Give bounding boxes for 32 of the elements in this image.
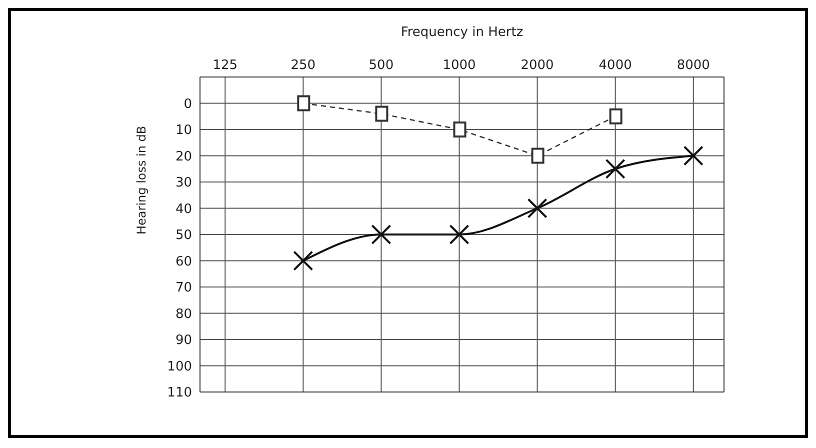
y-tick-label: 90: [175, 333, 192, 348]
point: [605, 158, 626, 179]
y-tick-label: 70: [175, 280, 192, 296]
x-tick-label: 125: [212, 58, 238, 73]
point: [531, 148, 544, 164]
point: [449, 224, 470, 244]
point: [527, 198, 548, 218]
point: [375, 106, 388, 122]
x-tick-label: 1000: [442, 58, 476, 73]
y-tick-label: 0: [184, 96, 192, 112]
x-tick-label: 4000: [598, 58, 632, 73]
y-tick-label: 110: [167, 386, 192, 401]
y-tick-label: 80: [175, 306, 192, 322]
x-tick-label: 8000: [676, 58, 710, 73]
x-tick-label: 2000: [520, 58, 554, 73]
x-tick-label: 500: [368, 58, 394, 73]
y-tick-label: 20: [175, 149, 192, 164]
y-tick-label: 30: [175, 176, 192, 191]
y-tick-label: 50: [175, 228, 192, 244]
y-tick-label: 40: [175, 202, 192, 217]
point: [609, 108, 622, 124]
y-tick-label: 60: [175, 254, 192, 270]
y-tick-label: 10: [175, 123, 192, 138]
point: [371, 224, 392, 244]
y-axis-title: Hearing loss in dB: [134, 126, 148, 234]
point: [293, 250, 314, 271]
y-tick-label: 100: [167, 359, 192, 374]
x-axis-title: Frequency in Hertz: [400, 25, 524, 40]
x-tick-label: 250: [290, 58, 316, 73]
point: [453, 122, 466, 138]
point: [683, 146, 704, 166]
point: [297, 95, 310, 112]
